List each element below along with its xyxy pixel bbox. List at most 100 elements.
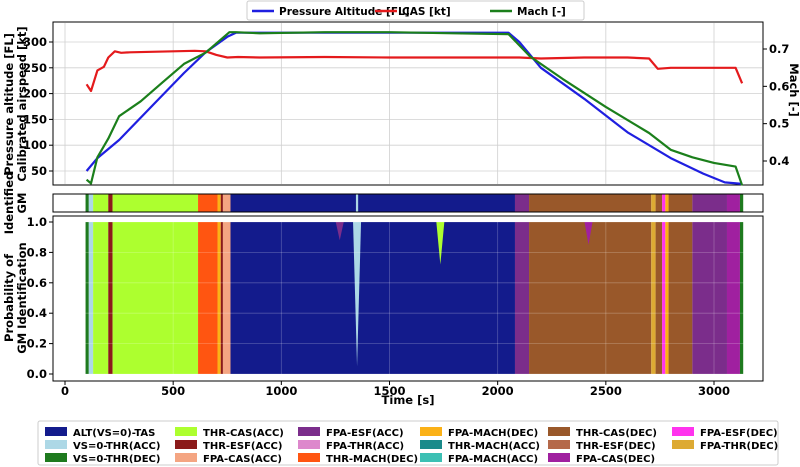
probability-segment bbox=[230, 222, 515, 374]
probability-x-ticks: 0 500 1000 1500 2000 2500 3000 bbox=[61, 381, 730, 398]
mode-legend-label: THR-MACH(ACC) bbox=[448, 441, 540, 452]
mode-legend-swatch bbox=[175, 440, 197, 449]
top-left-tick-label: 250 bbox=[23, 61, 47, 75]
mode-legend-label: FPA-CAS(DEC) bbox=[576, 454, 655, 465]
probability-segment bbox=[726, 222, 740, 374]
identified-gm-segment bbox=[230, 194, 356, 212]
probability-x-tick-label: 2000 bbox=[482, 384, 514, 398]
series-line-0 bbox=[85, 31, 743, 185]
identified-gm-panel: Identified GM bbox=[2, 172, 764, 235]
identified-gm-segment bbox=[85, 194, 89, 212]
top-left-axis-ticks: 50 100 150 200 250 300 bbox=[23, 35, 53, 178]
probability-segment bbox=[222, 222, 231, 374]
probability-x-tick-label: 500 bbox=[161, 384, 185, 398]
probability-segment bbox=[93, 222, 109, 374]
top-legend-label: Mach [-] bbox=[517, 6, 566, 18]
identified-gm-label-1: Identified bbox=[2, 172, 16, 235]
probability-y-tick-label: 1.0 bbox=[27, 215, 47, 229]
probability-dip bbox=[353, 222, 362, 367]
identified-gm-segment bbox=[220, 194, 223, 212]
top-grid bbox=[54, 23, 762, 184]
identified-gm-segment bbox=[655, 194, 663, 212]
identified-gm-segment bbox=[222, 194, 231, 212]
mode-legend-swatch bbox=[298, 453, 320, 462]
mode-legend-swatch bbox=[45, 440, 67, 449]
identified-gm-segment bbox=[665, 194, 669, 212]
mode-legend-label: FPA-THR(ACC) bbox=[326, 441, 404, 452]
mode-legend-label: THR-ESF(ACC) bbox=[203, 441, 282, 452]
mode-legend-label: FPA-MACH(DEC) bbox=[448, 428, 538, 439]
identified-gm-segment bbox=[88, 194, 94, 212]
mode-legend-swatch bbox=[420, 453, 442, 462]
identified-gm-strip bbox=[85, 194, 744, 212]
x-axis-label: Time [s] bbox=[382, 393, 435, 407]
identified-gm-segment bbox=[198, 194, 218, 212]
probability-segment bbox=[220, 222, 223, 374]
top-right-tick-label: 0.5 bbox=[769, 117, 789, 131]
probability-segment bbox=[662, 222, 666, 374]
top-panel: 50 100 150 200 250 300 0.4 0.5 0.6 0.7 Pressure … bbox=[2, 0, 800, 186]
mode-legend-label: FPA-THR(DEC) bbox=[700, 441, 778, 452]
top-right-tick-label: 0.7 bbox=[769, 42, 789, 56]
probability-y-tick-label: 0.4 bbox=[27, 306, 47, 320]
probability-y-ticks: 0.0 0.2 0.4 0.6 0.8 1.0 bbox=[27, 215, 53, 381]
top-right-tick-label: 0.6 bbox=[769, 79, 789, 93]
mode-legend-swatch bbox=[298, 440, 320, 449]
probability-frame bbox=[52, 215, 764, 382]
probability-y-tick-label: 0.6 bbox=[27, 276, 47, 290]
mode-legend-swatch bbox=[45, 453, 67, 462]
probability-segment bbox=[692, 222, 727, 374]
top-plot-frame bbox=[52, 21, 764, 186]
mode-legend-label: VS=0-THR(ACC) bbox=[73, 441, 160, 452]
mode-legend-swatch bbox=[298, 427, 320, 436]
mode-legend-label: THR-MACH(DEC) bbox=[326, 454, 418, 465]
mode-legend-swatch bbox=[175, 453, 197, 462]
probability-y-tick-label: 0.2 bbox=[27, 337, 47, 351]
probability-areas bbox=[85, 222, 744, 374]
probability-segment bbox=[655, 222, 663, 374]
mode-legend-label: FPA-MACH(ACC) bbox=[448, 454, 538, 465]
probability-x-tick-label: 3000 bbox=[698, 384, 730, 398]
left-axis-label-altitude: Pressure altitude [FL] bbox=[2, 33, 16, 175]
left-axis-label-cas: Calibrated airspeed [kt] bbox=[15, 26, 29, 181]
probability-label-2: GM Identification bbox=[15, 242, 29, 353]
probability-segment bbox=[668, 222, 693, 374]
identified-gm-frame bbox=[52, 193, 764, 213]
probability-segment bbox=[198, 222, 218, 374]
series-line-1 bbox=[85, 49, 744, 93]
identified-gm-segment bbox=[726, 194, 740, 212]
top-right-tick-label: 0.4 bbox=[769, 154, 789, 168]
probability-segment bbox=[88, 222, 94, 374]
probability-panel: 0.0 0.2 0.4 0.6 0.8 1.0 0 500 1000 1500 2000 2500 3… bbox=[2, 215, 764, 407]
identified-gm-segment bbox=[108, 194, 113, 212]
top-legend-label: Pressure Altitude [FL] bbox=[279, 6, 410, 18]
probability-x-tick-label: 1500 bbox=[373, 384, 405, 398]
right-axis-label-mach: Mach [-] bbox=[787, 63, 800, 117]
identified-gm-segment bbox=[93, 194, 109, 212]
probability-segment bbox=[85, 222, 89, 374]
probability-y-tick-label: 0.0 bbox=[27, 367, 47, 381]
probability-segment bbox=[108, 222, 113, 374]
identified-gm-segment bbox=[529, 194, 652, 212]
identified-gm-segment bbox=[651, 194, 656, 212]
probability-segment bbox=[665, 222, 669, 374]
identified-gm-segment bbox=[692, 194, 727, 212]
mode-legend-swatch bbox=[45, 427, 67, 436]
top-legend-label: CAS [kt] bbox=[402, 6, 451, 18]
probability-x-tick-label: 2500 bbox=[590, 384, 622, 398]
mode-legend-swatch bbox=[175, 427, 197, 436]
probability-label-1: Probability of bbox=[2, 253, 16, 342]
mode-legend-label: VS=0-THR(DEC) bbox=[73, 454, 160, 465]
identified-gm-segment bbox=[355, 194, 359, 212]
probability-dip bbox=[584, 222, 593, 245]
top-lines bbox=[85, 31, 744, 186]
top-left-tick-label: 100 bbox=[23, 138, 47, 152]
top-left-tick-label: 50 bbox=[31, 164, 47, 178]
identified-gm-segment bbox=[358, 194, 515, 212]
mode-legend-label: FPA-ESF(DEC) bbox=[700, 428, 778, 439]
probability-segment bbox=[529, 222, 652, 374]
mode-legend-swatch bbox=[672, 440, 694, 449]
identified-gm-segment bbox=[662, 194, 666, 212]
identified-gm-segment bbox=[514, 194, 530, 212]
